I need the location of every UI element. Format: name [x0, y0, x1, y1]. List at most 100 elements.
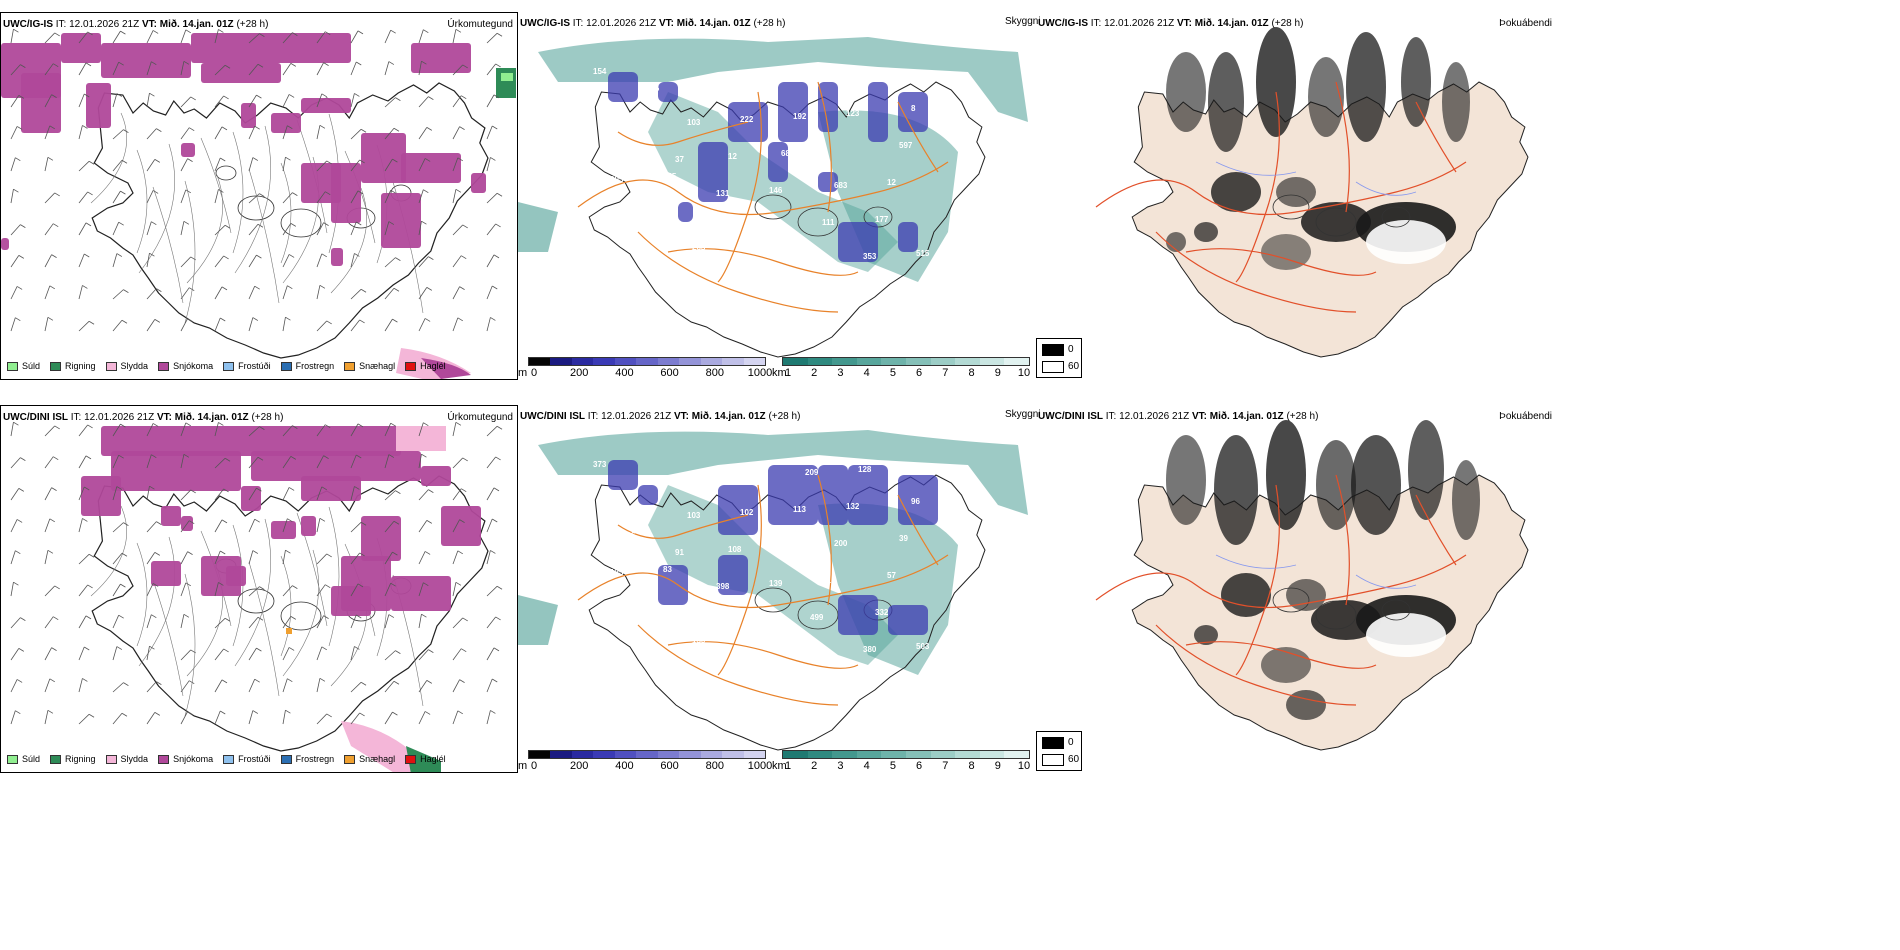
legend-label: Slydda [120, 361, 149, 371]
visibility-label: 94 [858, 72, 867, 81]
visibility-label: 202 [757, 616, 771, 625]
visibility-label: 146 [646, 84, 660, 93]
colorbar-tick: 200 [570, 760, 589, 772]
fog-legend-bottom: 0 60 [1036, 731, 1082, 771]
visibility-label: 597 [899, 141, 913, 150]
precip-legend-top: Súld Rigning Slydda Snjókoma Frostúði Frostre… [7, 361, 446, 371]
colorbar-tick: 600 [660, 367, 679, 379]
visibility-label: 227 [798, 650, 812, 659]
visibility-label: 125 [610, 568, 624, 577]
legend-swatch [405, 361, 417, 371]
fog-legend-low-label: 60 [1068, 754, 1080, 765]
visibility-label: 113 [793, 505, 806, 514]
visibility-label: 685 [699, 81, 713, 90]
precip-legend-item: Haglél [405, 361, 446, 371]
legend-swatch [50, 754, 62, 764]
visibility-label: 8 [911, 104, 916, 113]
visibility-label: 139 [769, 579, 783, 588]
visibility-label: 111 [598, 605, 611, 614]
visibility-label: 131 [716, 189, 730, 198]
legend-label: Snjókoma [173, 754, 214, 764]
legend-swatch [158, 361, 170, 371]
colorbar-tick: 7 [942, 367, 949, 379]
precip-map-bottom [10, 421, 503, 772]
visibility-label: 102 [740, 508, 754, 517]
colorbar-tick: 4 [863, 760, 870, 772]
colorbar-tick: 2 [811, 760, 818, 772]
legend-swatch [280, 361, 292, 371]
header-bottom-precip: UWC/DINI ISL IT: 12.01.2026 21Z VT: Mið.… [3, 412, 284, 423]
legend-swatch [7, 754, 18, 764]
visibility-label: 373 [593, 460, 607, 469]
legend-swatch [7, 361, 18, 371]
visibility-label: 263 [692, 243, 706, 252]
visibility-label: 39 [899, 534, 908, 543]
fog-title-top: Þokuábendi [1499, 18, 1552, 29]
visibility-label: 398 [716, 582, 730, 591]
fog-title-bottom: Þokuábendi [1499, 411, 1552, 422]
fog-map-top [1095, 27, 1529, 358]
precip-legend-item: Snjókoma [158, 754, 213, 764]
visibility-label: 503 [916, 642, 930, 651]
legend-label: Snæhagl [359, 361, 396, 371]
header-bottom-visibility: UWC/DINI ISL IT: 12.01.2026 21Z VT: Mið.… [520, 411, 801, 422]
colorbar-tick: 5 [889, 367, 896, 379]
visibility-label: 223 [805, 75, 819, 84]
colorbar-tick: 6 [916, 367, 923, 379]
visibility-label: 177 [875, 215, 889, 224]
colorbar-tick: 800 [705, 367, 724, 379]
precip-panel-top: UWC/IG-IS IT: 12.01.2026 21Z VT: Mið. 14… [0, 12, 518, 380]
legend-swatch [405, 754, 417, 764]
colorbar-unit: km [772, 367, 787, 379]
visibility-label: 417 [634, 514, 648, 523]
visibility-label: 12 [887, 178, 896, 187]
colorbar-tick: 10 [1017, 367, 1031, 379]
colorbar-tick: 0 [530, 760, 538, 772]
visibility-label: 128 [858, 465, 872, 474]
fog-map-bottom [1095, 420, 1529, 751]
fog-legend-high-label: 0 [1068, 737, 1074, 748]
fog-panel-top: UWC/IG-IS IT: 12.01.2026 21Z VT: Mið. 14… [1036, 12, 1556, 380]
visibility-label: 175 [752, 471, 766, 480]
colorbar-unit: m [518, 367, 528, 379]
colorbar-tick: 4 [863, 367, 870, 379]
legend-swatch [223, 754, 235, 764]
precip-title-top: Úrkomutegund [447, 19, 513, 30]
visibility-label: 2 [622, 138, 627, 147]
precip-legend-item: Slydda [105, 754, 148, 764]
visibility-map-top [518, 37, 1028, 358]
colorbar-tick: 8 [968, 367, 975, 379]
visibility-label: 353 [863, 252, 877, 261]
visibility-label: 37 [651, 602, 660, 611]
legend-swatch [50, 361, 62, 371]
colorbar-tick: 1 [784, 367, 792, 379]
legend-label: Frostúði [238, 754, 271, 764]
visibility-label: 146 [769, 186, 783, 195]
precip-legend-item: Snjókoma [158, 361, 213, 371]
precip-legend-item: Snæhagl [344, 754, 395, 764]
header-top-visibility: UWC/IG-IS IT: 12.01.2026 21Z VT: Mið. 14… [520, 18, 786, 29]
colorbar-tick: 7 [942, 760, 949, 772]
legend-label: Súld [22, 754, 41, 764]
colorbar-tick: 1000 [747, 760, 773, 772]
visibility-colorbar-bottom: km 1 2 3 4 5 6 7 8 9 10 [772, 750, 1034, 772]
legend-label: Súld [22, 361, 41, 371]
legend-label: Frostregn [295, 361, 335, 371]
header-top-precip: UWC/IG-IS IT: 12.01.2026 21Z VT: Mið. 14… [3, 19, 269, 30]
visibility-label: 238 [810, 255, 824, 264]
legend-label: Haglél [420, 361, 446, 371]
fog-panel-bottom: UWC/DINI ISL IT: 12.01.2026 21Z VT: Mið.… [1036, 405, 1556, 773]
legend-label: Snjókoma [173, 361, 214, 371]
visibility-label: 113 [651, 209, 664, 218]
colorbar-unit: m [518, 760, 528, 772]
legend-label: Snæhagl [359, 754, 396, 764]
visibility-label: 106 [622, 531, 636, 540]
visibility-label: 605 [610, 175, 624, 184]
visibility-label: 645 [663, 172, 677, 181]
colorbar-tick: 6 [916, 760, 923, 772]
precip-legend-item: Rigning [50, 361, 96, 371]
visibility-label: 103 [687, 118, 701, 127]
precip-legend-item: Snæhagl [344, 361, 395, 371]
visibility-label: 200 [834, 539, 848, 548]
precip-legend-bottom: Súld Rigning Slydda Snjókoma Frostúði Frostre… [7, 754, 446, 764]
